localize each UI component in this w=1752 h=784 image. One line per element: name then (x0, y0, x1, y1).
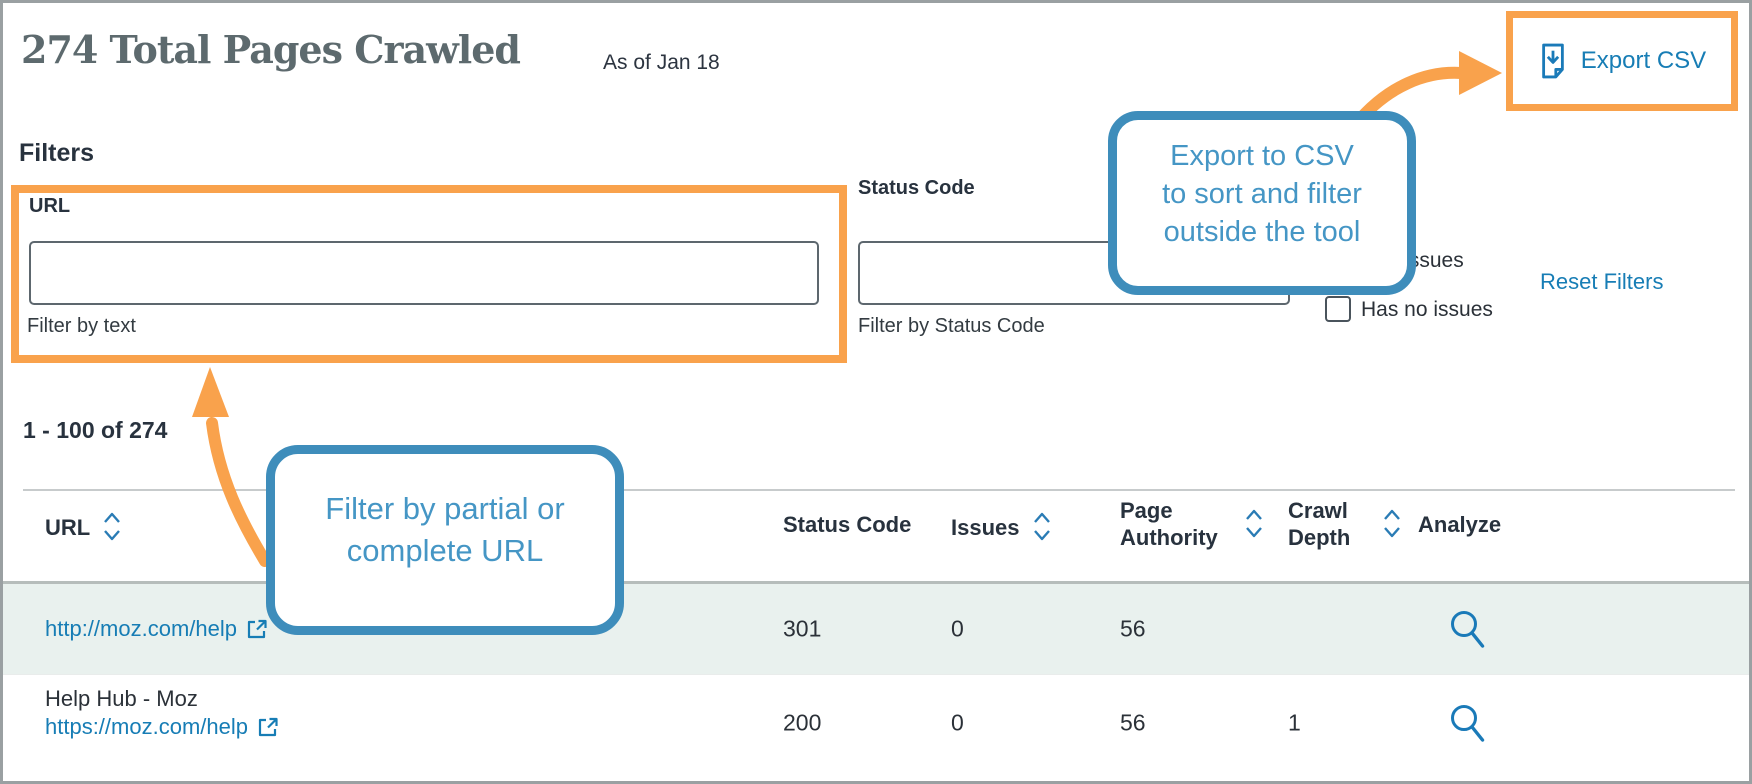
sort-icon-crawl-depth[interactable] (1382, 506, 1402, 542)
column-header-issues: Issues (951, 509, 1052, 545)
cell-issues: 0 (951, 615, 964, 642)
row-page-title: Help Hub - Moz (45, 686, 198, 711)
row-url-text: https://moz.com/help (45, 714, 248, 739)
callout-export-csv: Export to CSV to sort and filter outside… (1108, 111, 1416, 295)
column-label-url: URL (45, 514, 91, 540)
has-no-issues-label: Has no issues (1361, 298, 1493, 321)
sort-icon-url[interactable] (102, 509, 122, 545)
sort-icon-page-authority[interactable] (1244, 506, 1264, 542)
table-row: http://moz.com/help 301 0 56 (3, 581, 1749, 674)
row-url-link[interactable]: https://moz.com/help (45, 714, 280, 740)
export-csv-icon (1538, 42, 1568, 80)
cell-status-code: 301 (783, 615, 822, 642)
status-code-filter-hint: Filter by Status Code (858, 315, 1045, 337)
column-label-status-code: Status Code (783, 512, 912, 537)
url-filter-hint: Filter by text (27, 315, 136, 337)
column-label-crawl-depth: Crawl Depth (1288, 498, 1351, 550)
callout-filter-url: Filter by partial or complete URL (266, 445, 624, 635)
export-csv-button[interactable]: Export CSV (1519, 27, 1725, 95)
row-url-text: http://moz.com/help (45, 616, 237, 641)
analyze-button[interactable] (1447, 608, 1487, 650)
cell-issues: 0 (951, 709, 964, 735)
callout-line: Export to CSV (1170, 140, 1354, 172)
url-filter-label: URL (29, 195, 71, 217)
table-row: Help Hub - Moz https://moz.com/help 200 … (3, 674, 1749, 770)
filters-heading: Filters (19, 139, 95, 167)
page-title: 274 Total Pages Crawled (21, 27, 521, 72)
column-header-url: URL (45, 509, 122, 545)
export-csv-label: Export CSV (1580, 47, 1707, 74)
pagination-summary: 1 - 100 of 274 (23, 417, 168, 443)
sort-icon-issues[interactable] (1032, 509, 1052, 545)
url-filter-input[interactable] (29, 241, 819, 305)
cell-page-authority: 56 (1120, 615, 1146, 642)
orange-arrow-to-url-filter-icon (192, 367, 271, 567)
column-label-issues: Issues (951, 514, 1020, 540)
external-link-icon (256, 715, 280, 739)
column-header-status-code: Status Code (783, 511, 911, 538)
cell-crawl-depth: 1 (1288, 709, 1301, 735)
column-header-analyze: Analyze (1418, 511, 1501, 538)
column-header-page-authority: Page Authority (1120, 497, 1264, 551)
as-of-date: As of Jan 18 (603, 51, 720, 74)
column-label-page-authority: Page Authority (1120, 498, 1218, 550)
callout-line: complete URL (346, 533, 544, 568)
callout-line: Filter by partial or (325, 491, 565, 526)
callout-line: to sort and filter (1162, 178, 1362, 210)
callout-line: outside the tool (1163, 216, 1361, 248)
search-icon (1447, 608, 1487, 650)
column-label-analyze: Analyze (1418, 512, 1502, 537)
search-icon (1447, 702, 1487, 744)
row-url-link[interactable]: http://moz.com/help (45, 616, 269, 642)
status-code-filter-label: Status Code (858, 177, 975, 199)
column-header-crawl-depth: Crawl Depth (1288, 497, 1402, 551)
cell-page-authority: 56 (1120, 709, 1146, 735)
external-link-icon (245, 617, 269, 641)
cell-status-code: 200 (783, 709, 822, 735)
analyze-button[interactable] (1447, 702, 1487, 744)
reset-filters-link[interactable]: Reset Filters (1540, 269, 1664, 294)
table-top-divider (23, 489, 1735, 491)
has-no-issues-checkbox[interactable] (1325, 296, 1351, 322)
